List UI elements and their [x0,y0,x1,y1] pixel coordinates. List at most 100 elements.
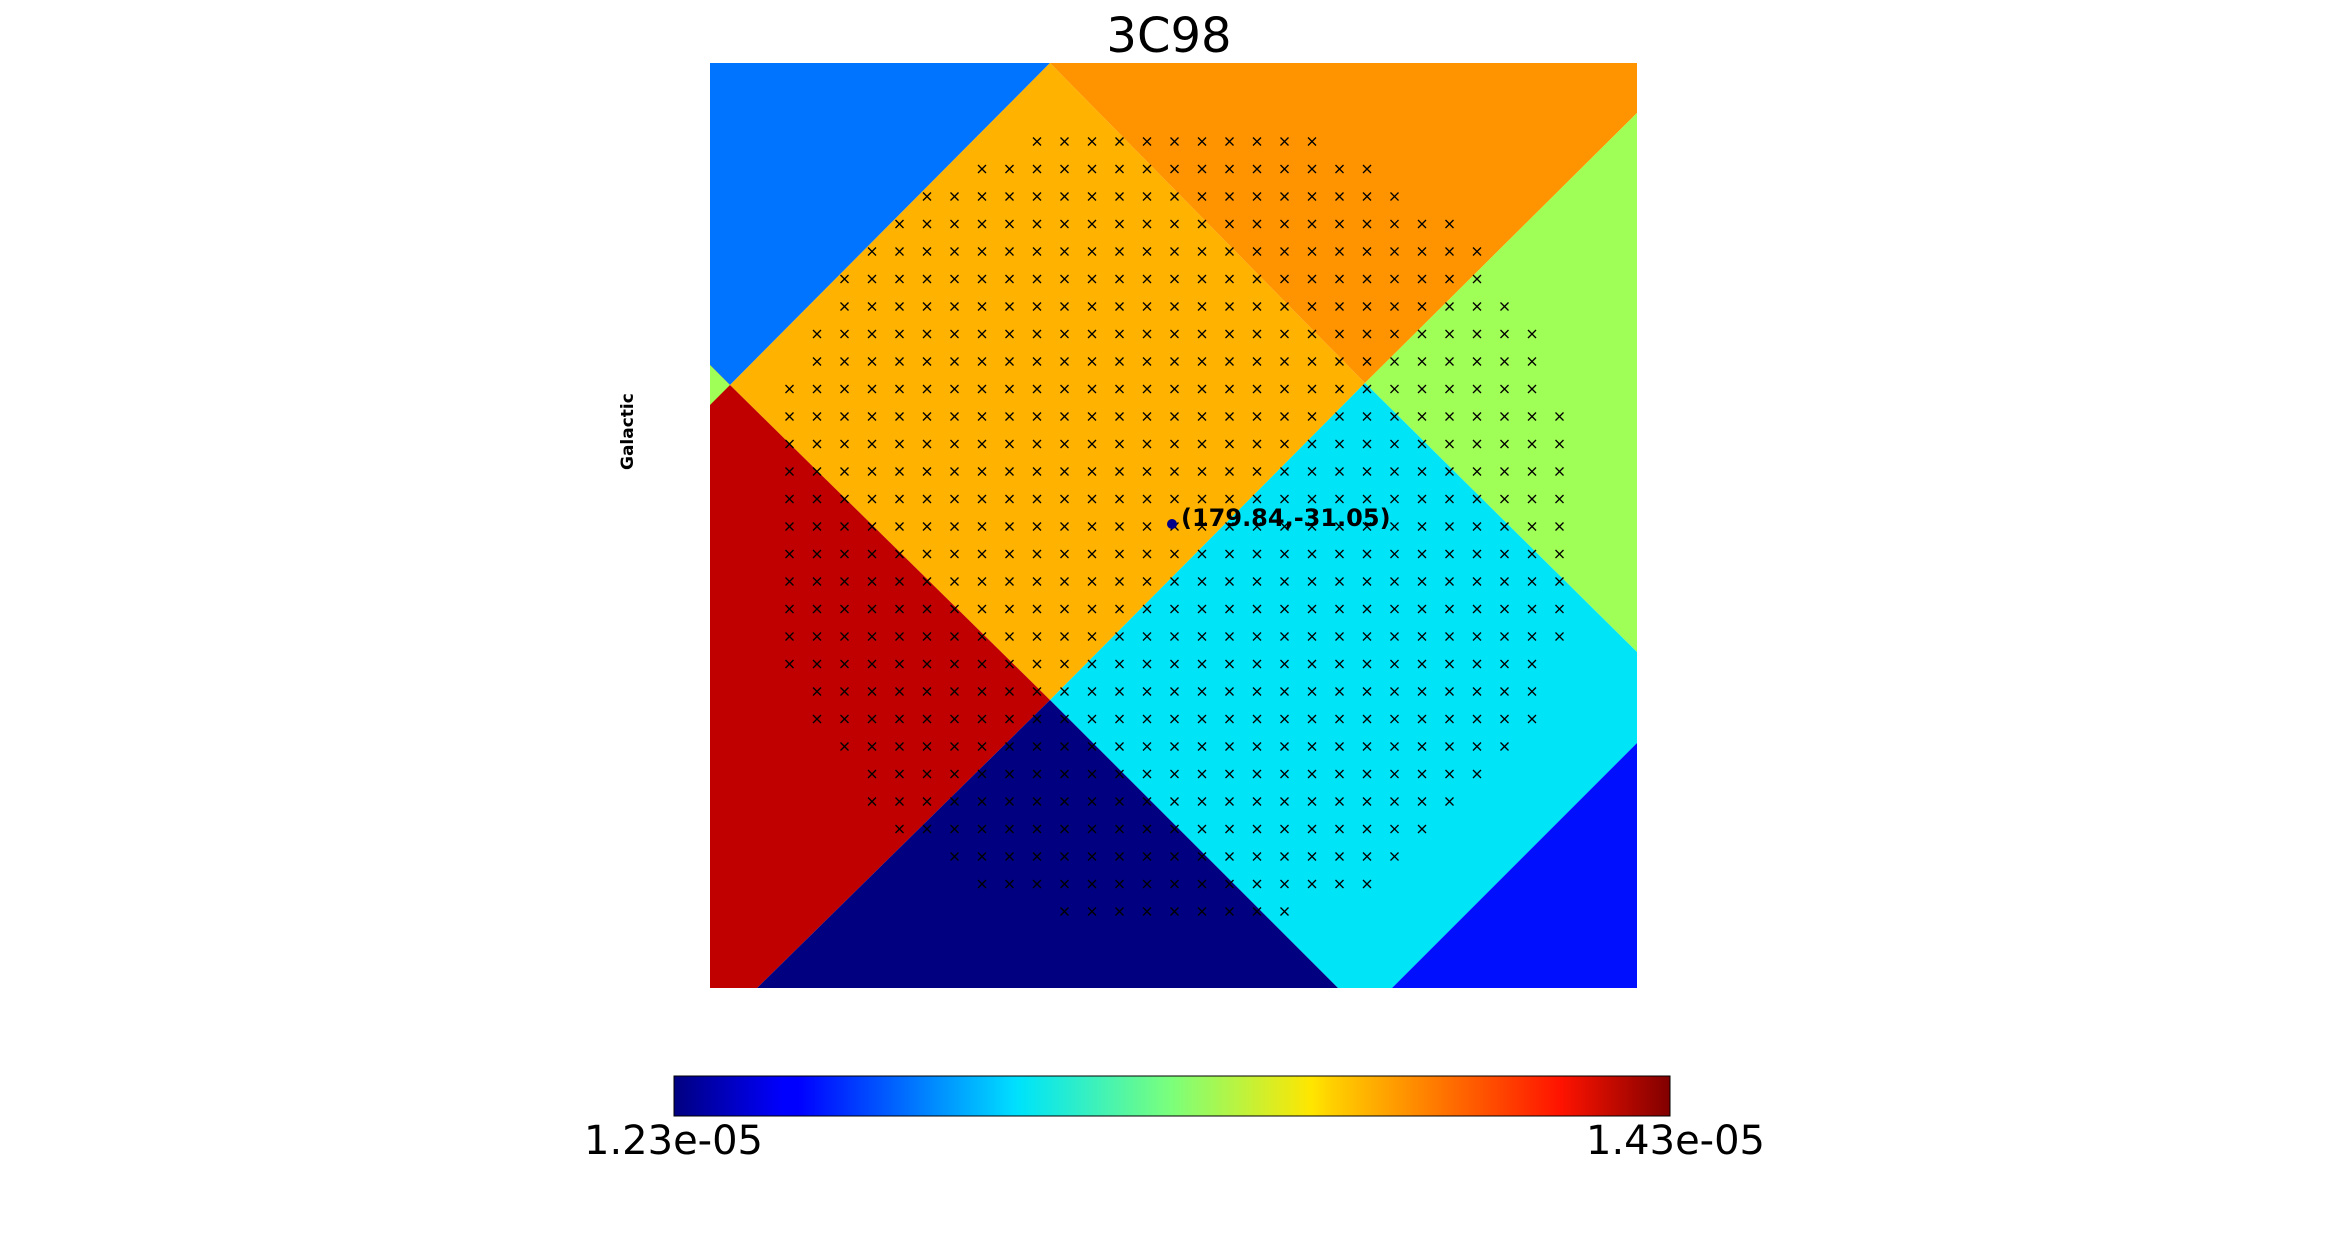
grid-cross [1115,604,1124,614]
grid-cross [1170,604,1179,614]
grid-cross [1500,329,1509,339]
grid-cross [977,632,987,641]
grid-cross [1060,384,1069,394]
grid-cross [1197,659,1207,669]
grid-cross [895,329,904,339]
grid-cross [1032,439,1042,449]
grid-cross [922,412,932,421]
grid-cross [1170,164,1179,174]
grid-cross [1225,632,1234,641]
grid-cross [1197,164,1207,174]
grid-cross [1142,329,1152,339]
grid-cross [895,769,904,779]
grid-cross [1280,687,1289,696]
grid-cross [1170,797,1179,806]
grid-cross [1225,329,1234,339]
grid-cross [1087,824,1097,834]
grid-cross [1087,549,1097,559]
grid-cross [1527,659,1537,669]
grid-cross [950,412,959,421]
grid-cross [977,192,987,201]
grid-cross [1527,384,1537,394]
grid-cross [1115,219,1124,229]
grid-cross [1032,137,1042,146]
grid-cross [1170,907,1179,916]
grid-cross [895,714,904,724]
grid-cross [1472,549,1482,559]
grid-cross [950,219,959,229]
grid-cross [1500,522,1509,531]
grid-cross [1005,494,1014,504]
grid-cross [867,522,877,531]
grid-cross [1005,192,1014,201]
grid-cross [1527,467,1537,476]
grid-cross [1225,467,1234,476]
grid-cross [1115,879,1124,889]
grid-cross [1005,302,1014,311]
grid-cross [1362,329,1372,339]
grid-cross [1335,384,1344,394]
grid-cross [1527,604,1537,614]
grid-cross [1252,742,1262,751]
grid-cross [1197,247,1207,256]
grid-cross [1060,742,1069,751]
grid-cross [1445,742,1454,751]
map-pixels [710,63,1637,988]
grid-cross [1032,632,1042,641]
grid-cross [1280,164,1289,174]
grid-cross [1390,384,1399,394]
grid-cross [785,384,794,394]
grid-cross [1362,577,1372,586]
grid-cross [1390,192,1399,201]
grid-cross [1390,604,1399,614]
grid-cross [950,384,959,394]
grid-cross [840,384,849,394]
grid-cross [1087,879,1097,889]
grid-cross [1335,329,1344,339]
grid-cross [1225,742,1234,751]
grid-cross [1280,439,1289,449]
grid-cross [1032,769,1042,779]
grid-cross [840,659,849,669]
grid-cross [922,494,932,504]
grid-cross [977,302,987,311]
grid-cross [1500,659,1509,669]
grid-cross [922,219,932,229]
grid-cross [1307,742,1317,751]
grid-cross [1170,439,1179,449]
grid-cross [1170,247,1179,256]
grid-cross [922,302,932,311]
grid-cross [1225,164,1234,174]
grid-cross [977,879,987,889]
grid-cross [867,302,877,311]
grid-cross [1527,577,1537,586]
grid-cross [1252,467,1262,476]
grid-cross [840,604,849,614]
grid-cross [1307,604,1317,614]
grid-cross [1087,687,1097,696]
grid-cross [1362,632,1372,641]
grid-cross [950,604,959,614]
grid-cross [1307,192,1317,201]
grid-cross [1280,274,1289,284]
grid-cross [1060,604,1069,614]
grid-cross [1005,879,1014,889]
grid-cross [977,219,987,229]
grid-cross [1142,852,1152,861]
grid-cross [1115,329,1124,339]
grid-cross [895,604,904,614]
grid-cross [922,604,932,614]
grid-cross [1225,797,1234,806]
grid-cross [1390,769,1399,779]
grid-cross [1252,164,1262,174]
grid-cross [1060,439,1069,449]
grid-cross [840,742,849,751]
grid-cross [1197,192,1207,201]
grid-cross [1335,577,1344,586]
grid-cross [950,357,959,366]
grid-cross [1115,357,1124,366]
grid-cross [867,714,877,724]
grid-cross [1115,384,1124,394]
grid-cross [1170,274,1179,284]
grid-cross [1307,412,1317,421]
